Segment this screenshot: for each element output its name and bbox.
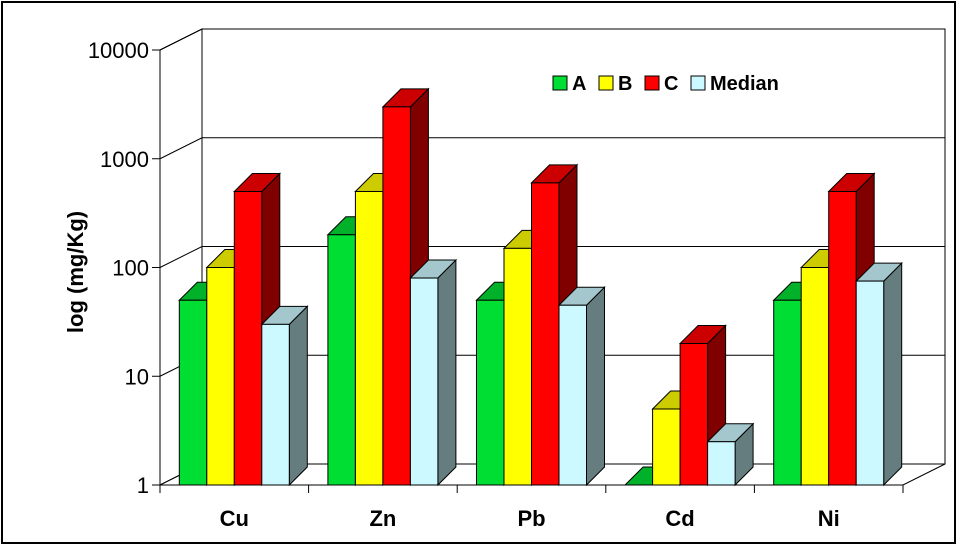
bar-front <box>261 323 290 486</box>
legend-item-a: A <box>552 73 586 95</box>
y-axis: 1 10 100 1000 10000 <box>88 38 161 498</box>
bar-front <box>707 441 736 486</box>
legend-label: B <box>618 73 632 95</box>
category-label-ni: Ni <box>818 506 840 531</box>
bar-front <box>679 343 709 486</box>
bar-zn-median <box>409 258 458 487</box>
gridline <box>159 246 945 268</box>
bar-front <box>800 267 830 486</box>
legend-label: A <box>572 73 586 95</box>
legend-swatch <box>552 75 568 91</box>
y-tick-label: 100 <box>112 256 149 281</box>
bar-cu-median <box>260 305 309 487</box>
category-label-cu: Cu <box>220 506 249 531</box>
y-tick-label: 1000 <box>100 147 149 172</box>
bar-front <box>773 299 802 486</box>
legend-swatch <box>690 75 706 91</box>
legend-label: Median <box>710 73 779 95</box>
legend: A B C Median <box>552 73 779 95</box>
category-label-pb: Pb <box>517 506 545 531</box>
y-tick-label: 10000 <box>88 38 149 63</box>
legend-swatch <box>644 75 660 91</box>
legend-label: C <box>664 73 678 95</box>
gridline <box>159 28 945 51</box>
bar-front <box>828 190 857 486</box>
y-axis-title: log (mg/Kg) <box>63 211 88 333</box>
bar-front <box>382 106 411 486</box>
gridline <box>159 137 945 160</box>
bar-front <box>855 280 885 486</box>
legend-item-b: B <box>598 73 632 95</box>
bar-ni-median <box>854 261 903 487</box>
bar-front <box>354 190 384 486</box>
bar-front <box>531 182 560 486</box>
bar-front <box>503 247 532 486</box>
bar-front <box>206 267 235 486</box>
bar-side <box>437 258 457 487</box>
bar-pb-median <box>557 286 606 487</box>
bar-side <box>586 286 605 487</box>
y-tick-label: 1 <box>137 473 149 498</box>
bar-front <box>652 408 681 486</box>
bar-side <box>883 261 903 487</box>
category-label-zn: Zn <box>369 506 396 531</box>
category-label-cd: Cd <box>665 506 694 531</box>
bar-front <box>476 299 505 486</box>
bar-front <box>178 299 208 486</box>
bar-front <box>558 304 587 486</box>
bar-front <box>327 234 356 486</box>
bar-front <box>409 277 439 486</box>
legend-item-median: Median <box>690 73 779 95</box>
bar-side <box>288 305 308 487</box>
legend-item-c: C <box>644 73 678 95</box>
legend-swatch <box>598 75 614 91</box>
y-tick-label: 10 <box>125 364 149 389</box>
bar-cd-median <box>706 422 755 487</box>
bar-front <box>233 190 263 486</box>
bars <box>178 87 903 487</box>
